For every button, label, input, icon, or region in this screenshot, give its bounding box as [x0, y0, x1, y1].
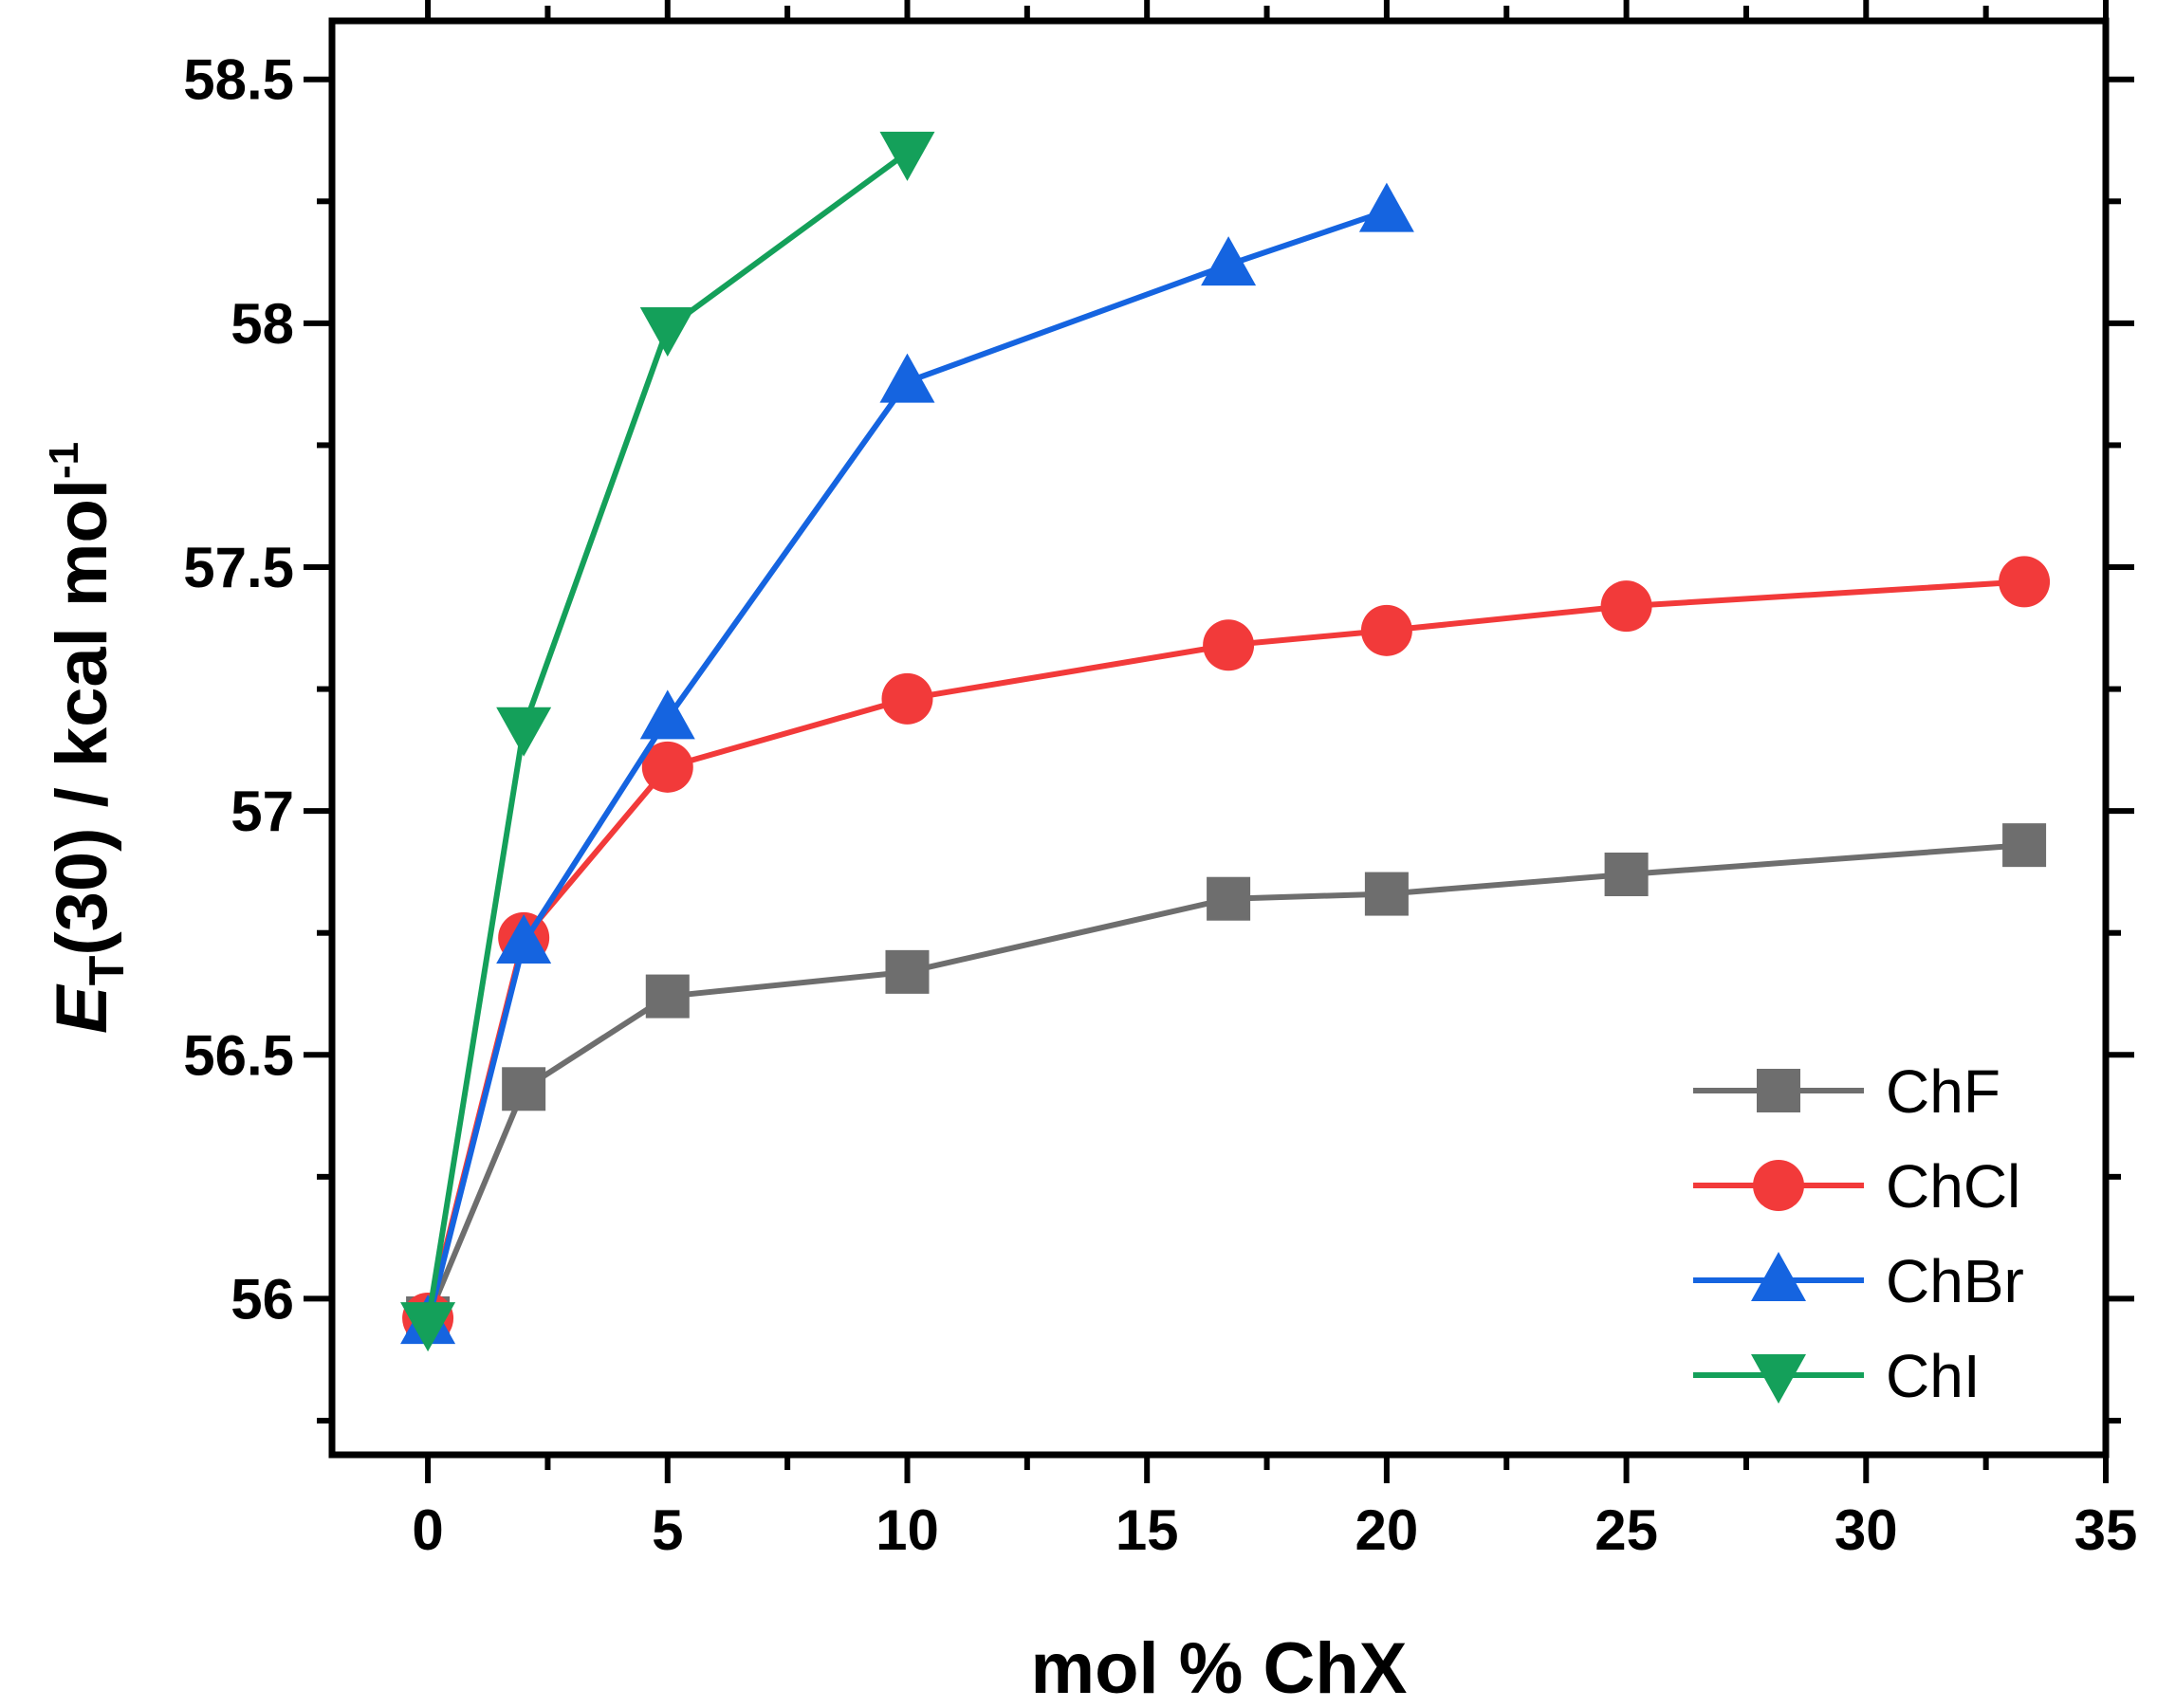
series-line-chbr	[425, 208, 1388, 1324]
y-title-symbol: E	[42, 983, 122, 1034]
x-tick-label: 5	[652, 1498, 683, 1562]
x-tick-label: 15	[1115, 1498, 1179, 1562]
x-tick-label: 10	[876, 1498, 939, 1562]
legend-marker-chi	[1751, 1354, 1806, 1404]
series-line-chi	[425, 150, 910, 1324]
legend-item-chbr: ChBr	[1693, 1247, 2024, 1315]
y-title-subscript: T	[80, 955, 135, 985]
y-axis-ticks: 56 56.5 57 57.5 58 58.5	[183, 48, 2134, 1423]
data-point-chcl	[1999, 556, 2051, 608]
data-point-chf	[885, 949, 930, 994]
x-tick-label: 0	[412, 1498, 443, 1562]
x-axis-title: mol % ChX	[1031, 1628, 1408, 1708]
legend-label-chbr: ChBr	[1886, 1247, 2024, 1315]
data-point-chcl	[1600, 580, 1652, 633]
data-point-chbr	[879, 353, 935, 403]
y-tick-label: 58	[230, 292, 294, 356]
y-tick-label: 56	[230, 1267, 294, 1331]
series-layer	[400, 131, 2051, 1352]
series-chi	[400, 131, 935, 1352]
data-point-chi	[496, 707, 552, 757]
y-tick-label: 57	[230, 780, 294, 843]
legend-label-chcl: ChCl	[1886, 1152, 2020, 1221]
plot-frame	[328, 17, 2110, 1459]
data-point-chbr	[1201, 236, 1257, 286]
x-tick-label: 25	[1595, 1498, 1658, 1562]
y-title-main: (30) / kcal mol	[42, 479, 122, 956]
series-chcl	[402, 556, 2051, 1344]
y-tick-label: 57.5	[183, 536, 294, 599]
legend-item-chf: ChF	[1693, 1057, 2000, 1126]
data-point-chf	[645, 974, 690, 1019]
legend-label-chi: ChI	[1886, 1342, 1981, 1410]
x-tick-label: 30	[1834, 1498, 1898, 1562]
legend-marker-chcl	[1753, 1160, 1804, 1211]
data-point-chf	[1604, 853, 1649, 896]
data-point-chcl	[1203, 619, 1255, 671]
data-point-chf	[1364, 872, 1409, 916]
series-chbr	[400, 182, 1414, 1345]
data-point-chi	[879, 131, 935, 181]
x-tick-label: 35	[2074, 1498, 2138, 1562]
data-point-chcl	[881, 672, 933, 725]
data-point-chcl	[641, 741, 693, 793]
legend-marker-chf	[1757, 1069, 1800, 1112]
data-point-chf	[2002, 823, 2047, 868]
data-point-chi	[400, 1302, 456, 1352]
data-point-chbr	[1358, 182, 1414, 232]
legend: ChF ChCl ChBr ChI	[1693, 1057, 2024, 1410]
x-tick-label: 20	[1355, 1498, 1419, 1562]
legend-marker-chbr	[1751, 1252, 1806, 1301]
data-point-chf	[502, 1067, 546, 1111]
legend-item-chcl: ChCl	[1693, 1152, 2020, 1221]
data-point-chbr	[496, 914, 552, 964]
y-tick-label: 56.5	[183, 1023, 294, 1087]
y-tick-label: 58.5	[183, 48, 294, 112]
legend-item-chi: ChI	[1693, 1342, 1981, 1410]
y-axis-title: ET(30) / kcal mol-1	[41, 442, 135, 1034]
data-point-chcl	[1360, 604, 1412, 656]
data-point-chbr	[639, 689, 695, 740]
series-line-chf	[425, 842, 2025, 1320]
legend-label-chf: ChF	[1886, 1057, 2000, 1126]
data-point-chi	[639, 307, 695, 357]
y-title-superscript: -1	[41, 442, 87, 479]
x-axis-ticks: 0 5 10 15 20 25 30 35	[412, 0, 2137, 1562]
data-point-chf	[1207, 876, 1251, 921]
